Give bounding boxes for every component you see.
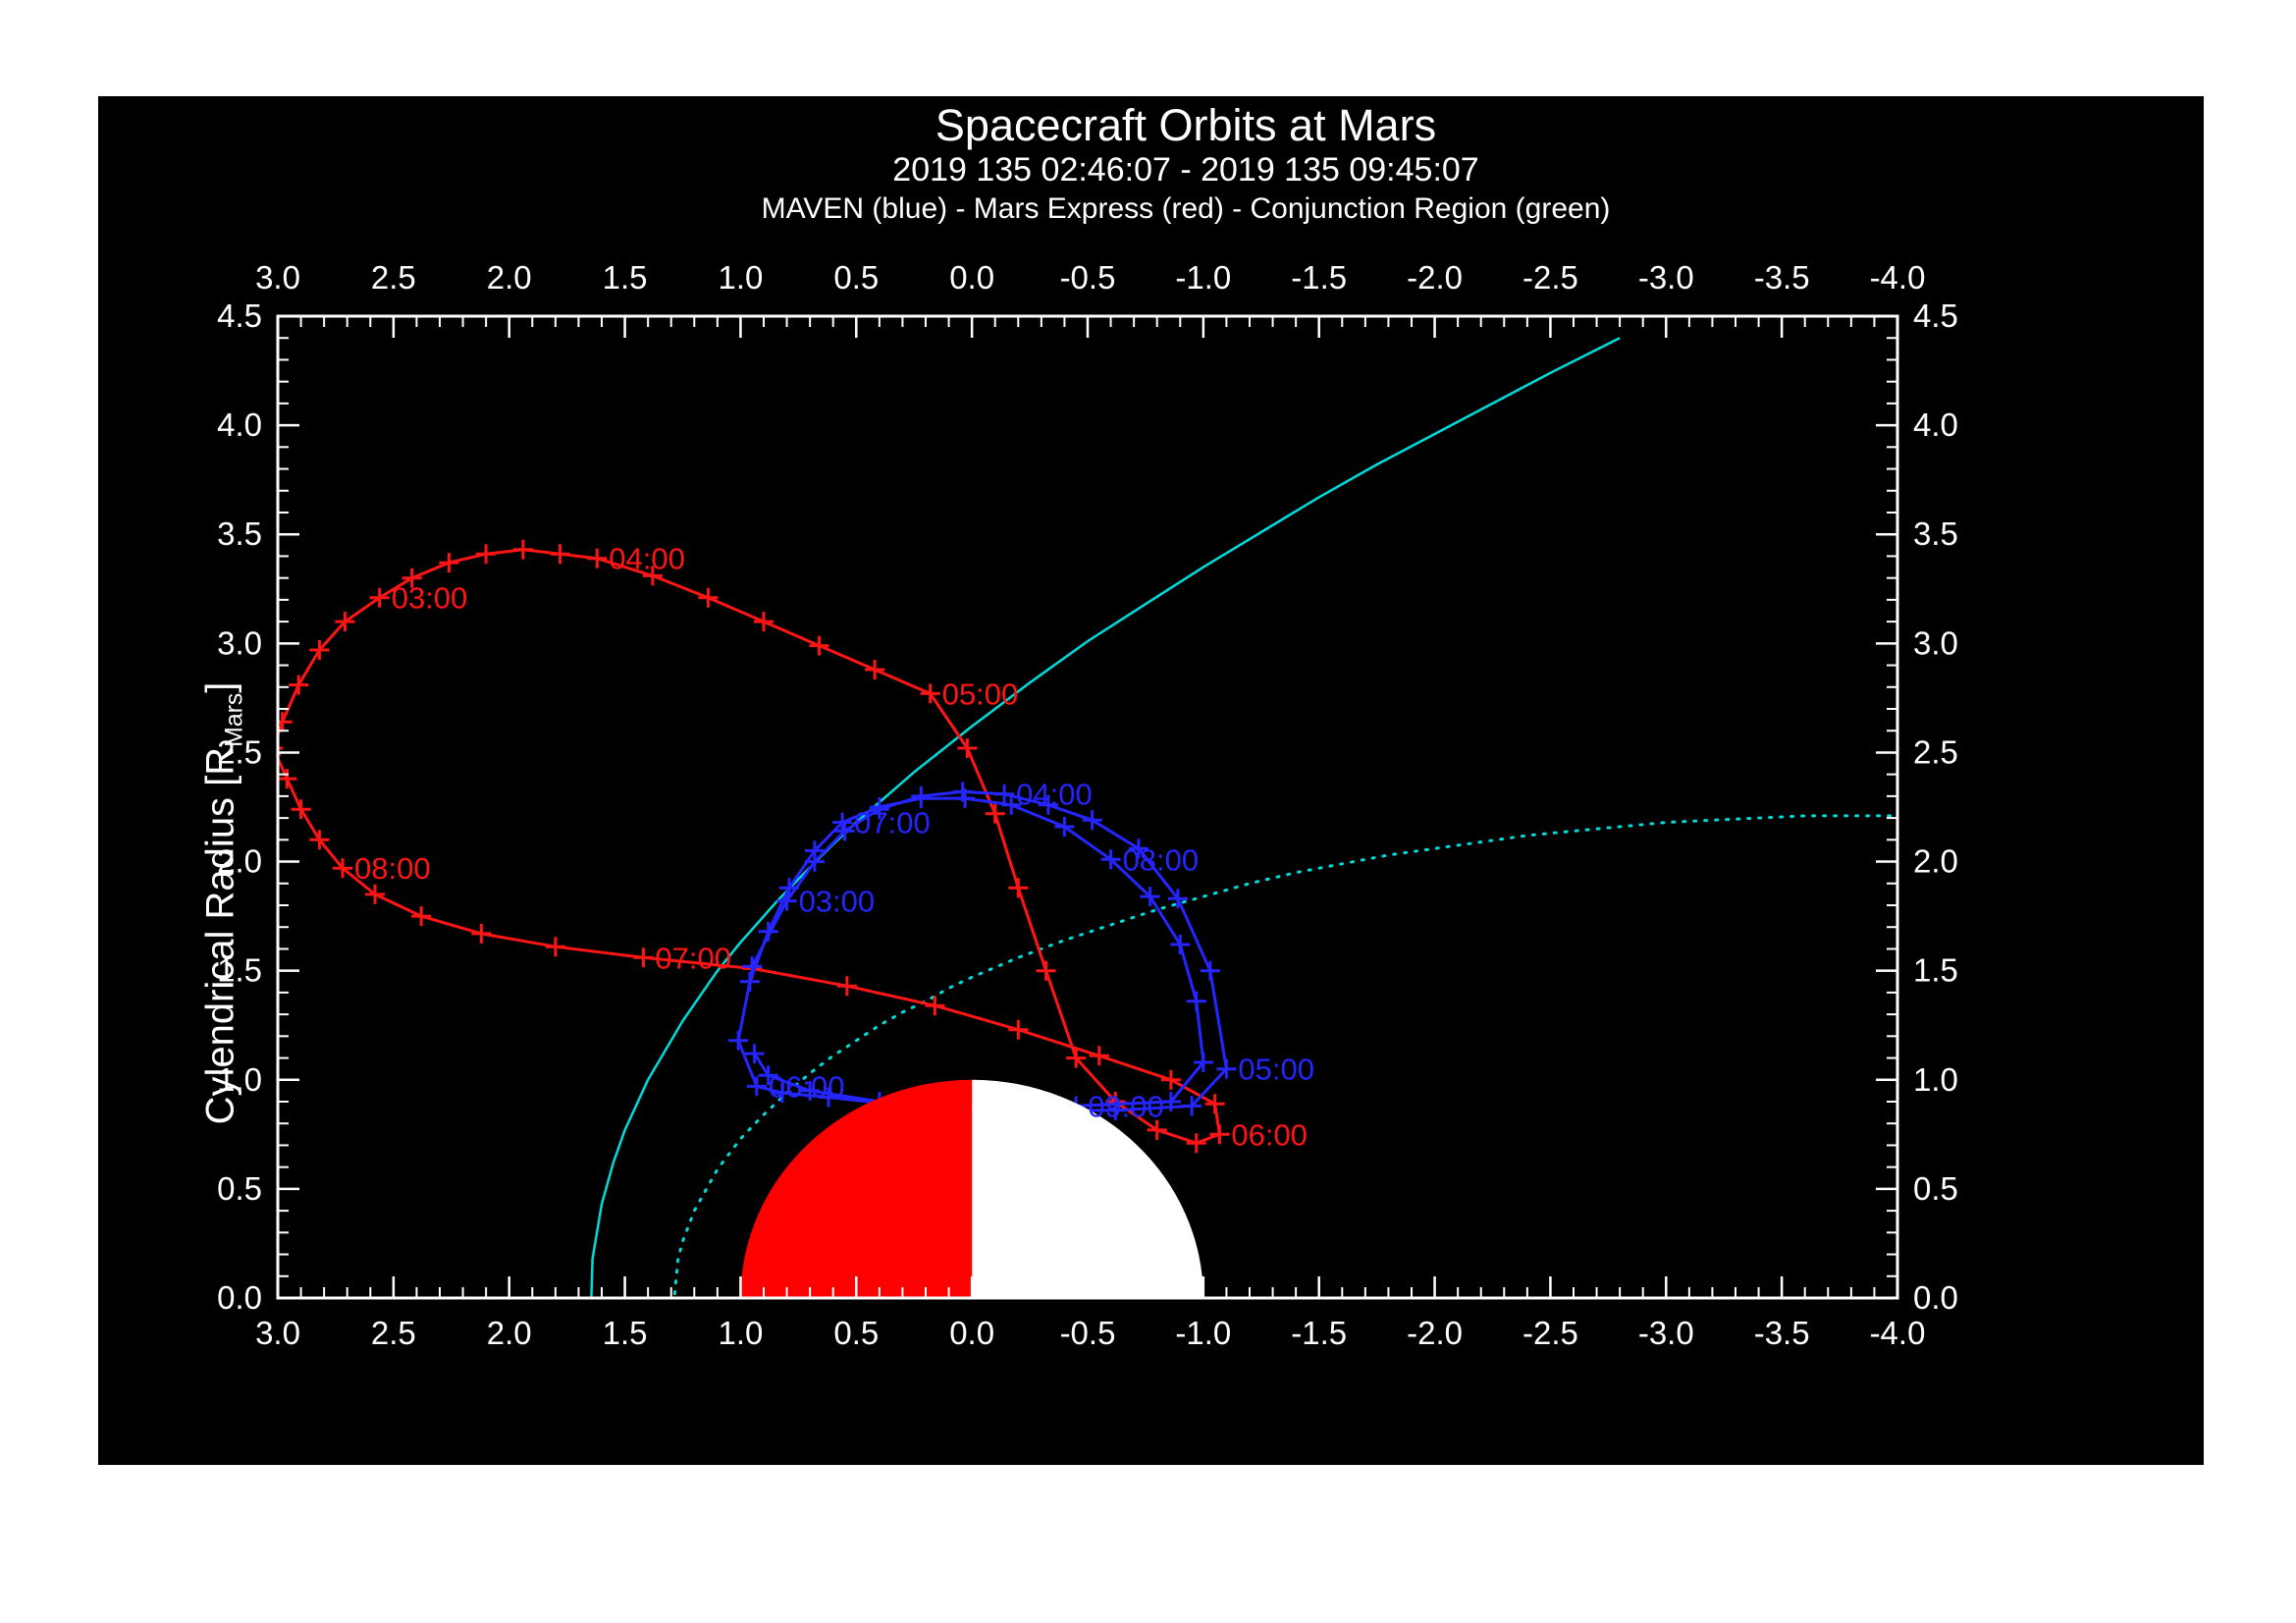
x-axis-title-sub2: Mars — [1104, 1517, 1159, 1543]
x-axis-title: XMSO [RMars = 3389.5 km] — [376, 1494, 1996, 1544]
plot-panel — [98, 96, 2204, 1465]
y-axis-title: Cylendrical Radius [RMars] — [199, 682, 249, 1125]
y-axis-title-end: ] — [198, 681, 242, 693]
x-axis-title-end: = 3389.5 km] — [1158, 1494, 1399, 1538]
chart-legend: MAVEN (blue) - Mars Express (red) - Conj… — [761, 192, 1611, 225]
x-axis-title-mid: [R — [1054, 1494, 1105, 1538]
chart-title: Spacecraft Orbits at Mars — [934, 100, 1437, 150]
chart-subtitle: 2019 135 02:46:07 - 2019 135 09:45:07 — [892, 151, 1479, 189]
x-axis-title-sub1: MSO — [999, 1517, 1055, 1543]
x-axis-title-main: X — [973, 1494, 1000, 1538]
y-axis-title-sub1: Mars — [221, 692, 248, 747]
y-axis-title-main: Cylendrical Radius [R — [198, 746, 242, 1125]
